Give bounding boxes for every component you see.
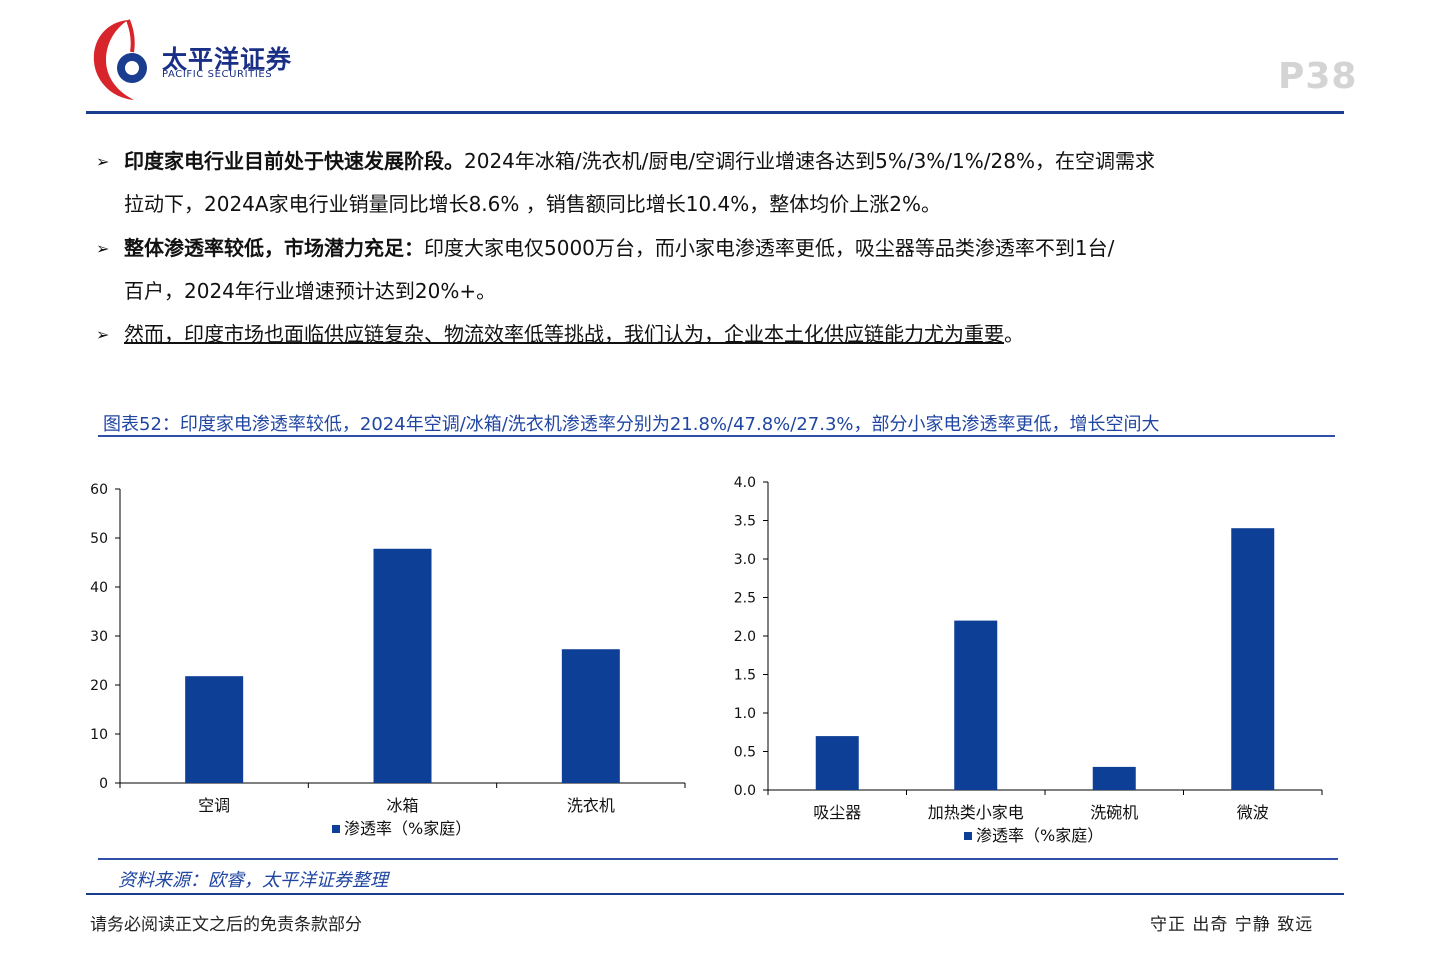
bullet-heading: 印度家电行业目前处于快速发展阶段。 bbox=[124, 149, 464, 173]
y-tick-label: 0 bbox=[99, 776, 108, 792]
chart-major-appliances: 0 10 20 30 40 50 60 空调 冰箱 洗衣机渗透率（%家庭） bbox=[90, 482, 686, 838]
y-tick-label: 20 bbox=[90, 678, 108, 694]
y-tick-label: 3.0 bbox=[734, 552, 756, 568]
pacific-securities-logo bbox=[93, 19, 147, 100]
y-tick-label: 60 bbox=[90, 482, 108, 498]
y-tick-label: 50 bbox=[90, 531, 108, 547]
y-tick-label: 40 bbox=[90, 580, 108, 596]
x-tick-label: 加热类小家电 bbox=[928, 803, 1024, 822]
bullet-text: 。 bbox=[1004, 322, 1024, 346]
arrow-bullet-icon: ➢ bbox=[96, 239, 110, 258]
y-tick-label: 2.5 bbox=[734, 591, 756, 607]
legend-label: 渗透率（%家庭） bbox=[976, 826, 1103, 845]
figure-caption: 图表52：印度家电渗透率较低，2024年空调/冰箱/洗衣机渗透率分别为21.8%… bbox=[103, 414, 1160, 435]
x-tick-label: 空调 bbox=[198, 796, 230, 815]
source-divider bbox=[98, 858, 1338, 860]
bullet-heading: 整体渗透率较低，市场潜力充足： bbox=[124, 236, 424, 260]
header-divider bbox=[86, 111, 1344, 114]
company-motto: 守正 出奇 宁静 致远 bbox=[1150, 915, 1314, 935]
bar bbox=[185, 676, 244, 783]
bullet-point: ➢ 然而，印度市场也面临供应链复杂、物流效率低等挑战，我们认为，企业本土化供应链… bbox=[96, 313, 1326, 356]
chart-small-appliances: 0.0 0.5 1.0 1.5 2.0 2.5 3.0 3.5 4.0 吸尘器 加热类小家电 洗碗机 微… bbox=[734, 475, 1323, 845]
x-tick-label: 洗碗机 bbox=[1090, 803, 1138, 822]
arrow-bullet-icon: ➢ bbox=[96, 152, 110, 171]
y-tick-label: 10 bbox=[90, 727, 108, 743]
bar bbox=[561, 649, 620, 783]
y-tick-label: 4.0 bbox=[734, 475, 756, 491]
brand-name-cn: 太平洋证券 bbox=[162, 45, 293, 74]
disclaimer-text: 请务必阅读正文之后的免责条款部分 bbox=[90, 915, 362, 935]
x-tick-label: 洗衣机 bbox=[567, 796, 615, 815]
bullet-text: 2024年冰箱/洗衣机/厨电/空调行业增速各达到5%/3%/1%/28%，在空调… bbox=[464, 149, 1155, 173]
bar bbox=[1092, 766, 1136, 790]
bar bbox=[815, 736, 859, 790]
source-note: 资料来源：欧睿，太平洋证券整理 bbox=[118, 870, 388, 891]
x-tick-label: 吸尘器 bbox=[813, 803, 861, 822]
bullet-text: 印度大家电仅5000万台，而小家电渗透率更低，吸尘器等品类渗透率不到1台/ bbox=[424, 236, 1115, 260]
caption-divider bbox=[98, 435, 1335, 437]
legend-swatch bbox=[332, 825, 340, 833]
bar bbox=[954, 620, 998, 790]
x-tick-label: 冰箱 bbox=[386, 796, 418, 815]
bullet-text-underlined: 然而，印度市场也面临供应链复杂、物流效率低等挑战，我们认为，企业本土化供应链能力… bbox=[124, 322, 1004, 346]
y-tick-label: 30 bbox=[90, 629, 108, 645]
y-tick-label: 3.5 bbox=[734, 514, 756, 530]
bullet-text: 百户，2024年行业增速预计达到20%+。 bbox=[124, 279, 497, 303]
bullet-point: ➢ 印度家电行业目前处于快速发展阶段。2024年冰箱/洗衣机/厨电/空调行业增速… bbox=[96, 140, 1326, 226]
legend-swatch bbox=[964, 832, 972, 840]
y-tick-label: 2.0 bbox=[734, 629, 756, 645]
footer-divider bbox=[86, 893, 1344, 895]
bar bbox=[1231, 528, 1275, 790]
brand-name-en: PACIFIC SECURITIES bbox=[162, 69, 273, 80]
legend-label: 渗透率（%家庭） bbox=[344, 819, 471, 838]
y-tick-label: 0.5 bbox=[734, 745, 756, 761]
arrow-bullet-icon: ➢ bbox=[96, 325, 110, 344]
y-tick-label: 1.0 bbox=[734, 706, 756, 722]
y-tick-label: 0.0 bbox=[734, 783, 756, 799]
bar bbox=[373, 548, 432, 783]
bullet-point: ➢ 整体渗透率较低，市场潜力充足：印度大家电仅5000万台，而小家电渗透率更低，… bbox=[96, 227, 1326, 313]
x-tick-label: 微波 bbox=[1237, 803, 1269, 822]
y-tick-label: 1.5 bbox=[734, 668, 756, 684]
page-number: P38 bbox=[1278, 56, 1358, 97]
bullet-text: 拉动下，2024A家电行业销量同比增长8.6% ，销售额同比增长10.4%，整体… bbox=[124, 192, 942, 216]
